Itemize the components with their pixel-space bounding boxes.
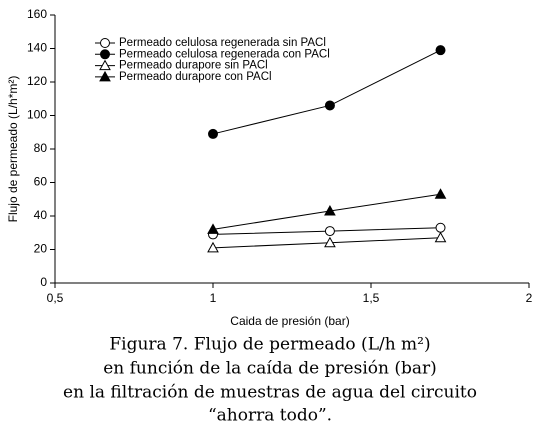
y-tick-label: 160 <box>27 7 47 21</box>
legend-label: Permeado durapore con PACl <box>119 71 272 83</box>
caption-line: en función de la caída de presión (bar) <box>103 359 437 379</box>
y-tick-label: 100 <box>27 108 47 122</box>
legend-label: Permeado celulosa regenerada sin PACl <box>119 37 326 49</box>
caption-line: Figura 7. Flujo de permeado (L/h m²) <box>109 335 430 355</box>
x-axis-label: Caida de presión (bar) <box>230 314 349 328</box>
caption-line: en la filtración de muestras de agua del… <box>63 383 477 403</box>
y-tick-label: 20 <box>34 242 48 256</box>
x-tick-label: 2 <box>526 291 533 305</box>
y-axis-label: Flujo de permeado (L/h*m²) <box>6 76 20 223</box>
y-tick-label: 40 <box>34 208 48 222</box>
marker <box>324 236 336 248</box>
y-tick-label: 120 <box>27 74 47 88</box>
y-tick-label: 140 <box>27 41 47 55</box>
x-tick-label: 0,5 <box>47 291 64 305</box>
marker <box>435 45 446 56</box>
caption-line: “ahorra todo”. <box>208 406 332 426</box>
marker <box>100 49 110 60</box>
marker <box>434 231 447 243</box>
marker <box>435 222 446 233</box>
x-tick-label: 1 <box>210 291 217 305</box>
marker <box>434 188 447 199</box>
y-tick-label: 0 <box>40 275 47 289</box>
marker <box>207 241 219 253</box>
marker <box>208 128 218 139</box>
y-tick-label: 80 <box>34 141 48 155</box>
marker <box>324 204 336 216</box>
marker <box>324 100 335 111</box>
marker <box>100 38 110 48</box>
legend-label: Permeado celulosa regenerada con PACl <box>119 48 330 60</box>
y-tick-label: 60 <box>34 175 48 189</box>
x-tick-label: 1,5 <box>363 291 380 305</box>
marker <box>99 70 111 82</box>
marker <box>324 226 335 237</box>
marker <box>99 59 111 71</box>
legend-label: Permeado durapore sin PACl <box>119 60 268 72</box>
marker <box>207 223 219 234</box>
